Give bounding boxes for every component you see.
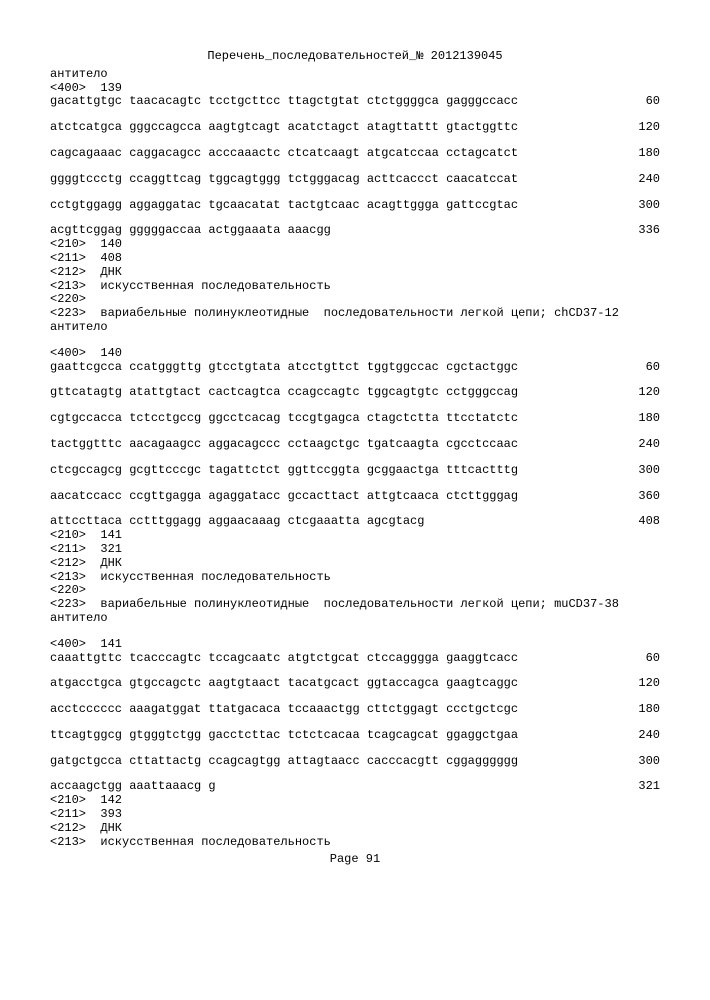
seq-213: <213> искусственная последовательность [50, 571, 660, 585]
seq-223: <223> вариабельные полинуклеотидные посл… [50, 307, 660, 321]
document-title: Перечень_последовательностей_№ 201213904… [50, 50, 660, 64]
seq-220: <220> [50, 293, 660, 307]
sequence-block-141: caaattgttc tcacccagtc tccagcaatc atgtctg… [50, 652, 660, 795]
sequence-line: tactggtttc aacagaagcc aggacagccc cctaagc… [50, 438, 660, 452]
sequence-position: 240 [620, 729, 660, 743]
sequence-line: acctcccccc aaagatggat ttatgacaca tccaaac… [50, 703, 660, 717]
seq-212: <212> ДНК [50, 822, 660, 836]
sequence-line: atctcatgca gggccagcca aagtgtcagt acatcta… [50, 121, 660, 135]
sequence-text: attccttaca cctttggagg aggaacaaag ctcgaaa… [50, 515, 424, 529]
sequence-text: acgttcggag gggggaccaa actggaaata aaacgg [50, 224, 331, 238]
sequence-position: 120 [620, 386, 660, 400]
sequence-position: 360 [620, 490, 660, 504]
sequence-position: 300 [620, 464, 660, 478]
sequence-position: 408 [620, 515, 660, 529]
antibody-label: антитело [50, 321, 660, 335]
sequence-text: aacatccacc ccgttgagga agaggatacc gccactt… [50, 490, 518, 504]
seq-211: <211> 408 [50, 252, 660, 266]
seq-210: <210> 141 [50, 529, 660, 543]
sequence-block-139: gacattgtgc taacacagtc tcctgcttcc ttagctg… [50, 95, 660, 238]
sequence-text: atctcatgca gggccagcca aagtgtcagt acatcta… [50, 121, 518, 135]
sequence-line: accaagctgg aaattaaacg g 321 [50, 780, 660, 794]
sequence-position: 336 [620, 224, 660, 238]
seq-212: <212> ДНК [50, 266, 660, 280]
seq-211: <211> 321 [50, 543, 660, 557]
sequence-text: gaattcgcca ccatgggttg gtcctgtata atcctgt… [50, 361, 518, 375]
sequence-text: ttcagtggcg gtgggtctgg gacctcttac tctctca… [50, 729, 518, 743]
sequence-position: 180 [620, 412, 660, 426]
sequence-position: 120 [620, 677, 660, 691]
sequence-line: ggggtccctg ccaggttcag tggcagtggg tctggga… [50, 173, 660, 187]
seq-223: <223> вариабельные полинуклеотидные посл… [50, 598, 660, 612]
sequence-line: gttcatagtg atattgtact cactcagtca ccagcca… [50, 386, 660, 400]
seq-212: <212> ДНК [50, 557, 660, 571]
seq-400-header: <400> 139 [50, 82, 660, 96]
seq-213: <213> искусственная последовательность [50, 836, 660, 850]
sequence-line: gatgctgcca cttattactg ccagcagtgg attagta… [50, 755, 660, 769]
sequence-line: aacatccacc ccgttgagga agaggatacc gccactt… [50, 490, 660, 504]
sequence-position: 240 [620, 438, 660, 452]
seq-400-header: <400> 140 [50, 347, 660, 361]
sequence-line: cgtgccacca tctcctgccg ggcctcacag tccgtga… [50, 412, 660, 426]
sequence-position: 120 [620, 121, 660, 135]
sequence-position: 321 [620, 780, 660, 794]
sequence-line: attccttaca cctttggagg aggaacaaag ctcgaaa… [50, 515, 660, 529]
sequence-line: cctgtggagg aggaggatac tgcaacatat tactgtc… [50, 199, 660, 213]
sequence-line: acgttcggag gggggaccaa actggaaata aaacgg 3… [50, 224, 660, 238]
sequence-text: cagcagaaac caggacagcc acccaaactc ctcatca… [50, 147, 518, 161]
sequence-position: 300 [620, 199, 660, 213]
sequence-text: accaagctgg aaattaaacg g [50, 780, 216, 794]
sequence-block-140: gaattcgcca ccatgggttg gtcctgtata atcctgt… [50, 361, 660, 530]
sequence-text: gatgctgcca cttattactg ccagcagtgg attagta… [50, 755, 518, 769]
sequence-text: ggggtccctg ccaggttcag tggcagtggg tctggga… [50, 173, 518, 187]
sequence-text: tactggtttc aacagaagcc aggacagccc cctaagc… [50, 438, 518, 452]
sequence-text: atgacctgca gtgccagctc aagtgtaact tacatgc… [50, 677, 518, 691]
sequence-position: 300 [620, 755, 660, 769]
sequence-text: ctcgccagcg gcgttcccgc tagattctct ggttccg… [50, 464, 518, 478]
seq-400-header: <400> 141 [50, 638, 660, 652]
sequence-line: gaattcgcca ccatgggttg gtcctgtata atcctgt… [50, 361, 660, 375]
seq-220: <220> [50, 584, 660, 598]
sequence-text: gacattgtgc taacacagtc tcctgcttcc ttagctg… [50, 95, 518, 109]
sequence-line: ttcagtggcg gtgggtctgg gacctcttac tctctca… [50, 729, 660, 743]
sequence-line: caaattgttc tcacccagtc tccagcaatc atgtctg… [50, 652, 660, 666]
sequence-position: 60 [620, 361, 660, 375]
seq-210: <210> 142 [50, 794, 660, 808]
sequence-text: acctcccccc aaagatggat ttatgacaca tccaaac… [50, 703, 518, 717]
sequence-line: cagcagaaac caggacagcc acccaaactc ctcatca… [50, 147, 660, 161]
sequence-text: cctgtggagg aggaggatac tgcaacatat tactgtc… [50, 199, 518, 213]
sequence-text: cgtgccacca tctcctgccg ggcctcacag tccgtga… [50, 412, 518, 426]
sequence-line: ctcgccagcg gcgttcccgc tagattctct ggttccg… [50, 464, 660, 478]
page-number: Page 91 [50, 853, 660, 867]
seq-211: <211> 393 [50, 808, 660, 822]
sequence-position: 180 [620, 703, 660, 717]
sequence-text: caaattgttc tcacccagtc tccagcaatc atgtctg… [50, 652, 518, 666]
sequence-position: 240 [620, 173, 660, 187]
seq-213: <213> искусственная последовательность [50, 280, 660, 294]
sequence-text: gttcatagtg atattgtact cactcagtca ccagcca… [50, 386, 518, 400]
sequence-line: gacattgtgc taacacagtc tcctgcttcc ttagctg… [50, 95, 660, 109]
seq-210: <210> 140 [50, 238, 660, 252]
sequence-position: 180 [620, 147, 660, 161]
antibody-label: антитело [50, 68, 660, 82]
sequence-line: atgacctgca gtgccagctc aagtgtaact tacatgc… [50, 677, 660, 691]
sequence-position: 60 [620, 95, 660, 109]
antibody-label: антитело [50, 612, 660, 626]
sequence-position: 60 [620, 652, 660, 666]
